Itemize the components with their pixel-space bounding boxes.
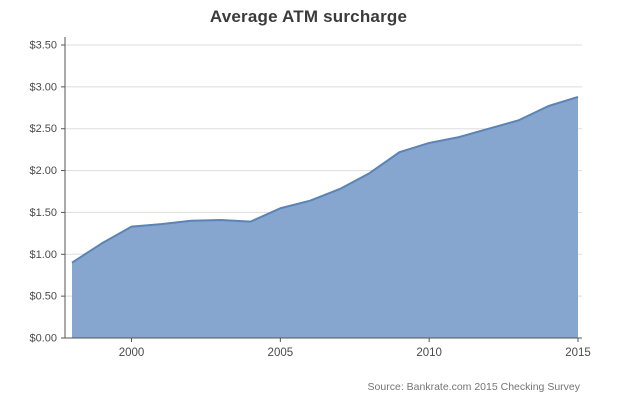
x-tick-label: 2000	[119, 347, 145, 359]
area-fill	[72, 96, 578, 338]
x-tick-label: 2015	[565, 347, 591, 359]
y-tick-label: $2.00	[29, 165, 57, 177]
y-tick-label: $2.50	[29, 123, 57, 135]
y-tick-label: $3.00	[29, 81, 57, 93]
x-tick-label: 2005	[268, 347, 294, 359]
chart-title: Average ATM surcharge	[209, 7, 408, 26]
y-tick-label: $3.50	[29, 40, 57, 52]
y-tick-label: $1.50	[29, 207, 57, 219]
y-tick-label: $0.50	[29, 291, 57, 303]
y-tick-label: $0.00	[29, 333, 57, 345]
x-tick-label: 2010	[416, 347, 442, 359]
y-tick-label: $1.00	[29, 249, 57, 261]
series-line	[71, 95, 579, 264]
source-attribution: Source: Bankrate.com 2015 Checking Surve…	[367, 381, 580, 393]
